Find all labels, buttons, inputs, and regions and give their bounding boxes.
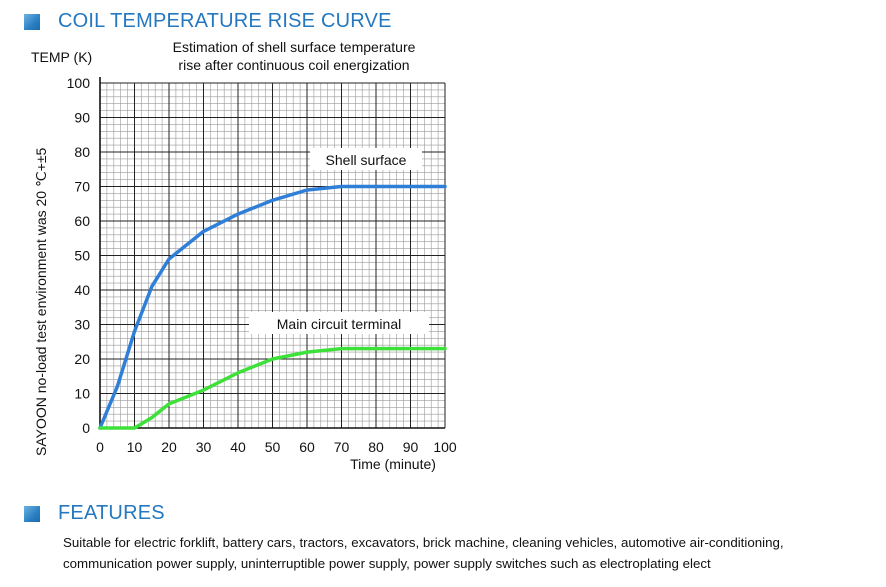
y-tick-label: 20 (74, 351, 90, 367)
series-label-background (310, 148, 422, 170)
features-title: FEATURES (58, 502, 165, 524)
x-tick-label: 70 (334, 439, 350, 455)
y-tick-label: 70 (74, 179, 90, 195)
coil-curve-title: COIL TEMPERATURE RISE CURVE (58, 10, 392, 32)
x-tick-label: 60 (299, 439, 315, 455)
y-tick-label: 50 (74, 248, 90, 264)
temperature-rise-chart: 0 10 20 30 40 50 60 70 80 90 100 0 10 20 30 40 50 60 70 80 9… (31, 39, 457, 472)
x-axis-label: Time (minute) (350, 456, 436, 472)
x-tick-label: 80 (368, 439, 384, 455)
x-tick-label: 50 (265, 439, 281, 455)
series-label: Shell surface (326, 152, 407, 168)
heading-square-icon (24, 13, 40, 30)
y-tick-label: 30 (74, 317, 90, 333)
series-line (98, 184, 447, 430)
features-description: Suitable for electric forklift, battery … (63, 532, 883, 574)
series-line (98, 346, 447, 430)
coil-curve-heading: COIL TEMPERATURE RISE CURVE (24, 10, 392, 33)
x-tick-label: 30 (196, 439, 212, 455)
x-tick-label: 0 (96, 439, 104, 455)
x-tick-label: 10 (127, 439, 143, 455)
x-tick-label: 40 (230, 439, 246, 455)
features-heading: FEATURES (24, 502, 165, 525)
series-label-background (249, 312, 429, 334)
y-tick-label: 90 (74, 110, 90, 126)
y-tick-label: 0 (82, 420, 90, 436)
y-tick-label: 60 (74, 213, 90, 229)
y-tick-label: 80 (74, 144, 90, 160)
y-tick-label: 10 (74, 386, 90, 402)
y-tick-label: 100 (67, 75, 91, 91)
y-axis-label: TEMP (K) (31, 49, 92, 65)
features-line: Suitable for electric forklift, battery … (63, 535, 784, 550)
y-tick-label: 40 (74, 282, 90, 298)
chart-title-line: rise after continuous coil energization (178, 57, 409, 73)
features-line: communication power supply, uninterrupti… (63, 556, 711, 571)
x-tick-label: 20 (161, 439, 177, 455)
x-tick-label: 90 (403, 439, 419, 455)
x-tick-label: 100 (433, 439, 457, 455)
series-label: Main circuit terminal (277, 316, 401, 332)
chart-title-line: Estimation of shell surface temperature (173, 39, 416, 55)
heading-square-icon (24, 505, 40, 522)
test-environment-note: SAYOON no-load test environment was 20 ℃… (33, 147, 49, 456)
